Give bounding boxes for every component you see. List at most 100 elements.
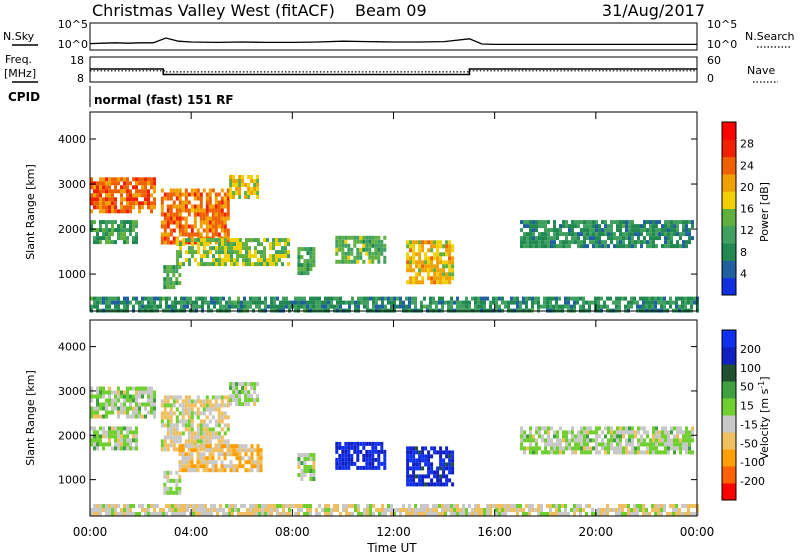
data-cell-r4 <box>209 246 212 251</box>
data-cell-r9 <box>601 220 604 225</box>
data-cell-r8 <box>430 470 434 475</box>
data-cell-r1 <box>111 430 114 435</box>
data-cell-r8 <box>448 260 452 265</box>
data-cell-r2 <box>217 208 221 213</box>
data-cell-r10 <box>258 304 261 309</box>
data-cell-r10 <box>624 504 627 508</box>
data-cell-r4 <box>188 258 191 263</box>
data-cell-r0 <box>105 406 108 411</box>
data-cell-r7 <box>335 259 339 264</box>
data-cell-r10 <box>285 512 288 516</box>
data-cell-r10 <box>225 504 228 508</box>
data-cell-r9 <box>541 240 544 245</box>
data-cell-r6 <box>303 453 307 457</box>
data-cell-r10 <box>393 296 396 301</box>
data-cell-r9 <box>673 228 676 233</box>
data-cell-r8 <box>445 280 449 285</box>
data-cell-r9 <box>616 244 619 249</box>
data-cell-r9 <box>631 232 634 237</box>
data-cell-r10 <box>441 300 444 305</box>
data-cell-r4 <box>184 460 188 465</box>
data-cell-r10 <box>681 296 684 301</box>
data-cell-r3 <box>253 386 257 391</box>
data-cell-r9 <box>565 430 568 435</box>
data-cell-r0 <box>126 394 129 399</box>
data-cell-r10 <box>618 300 621 305</box>
data-cell-r10 <box>111 300 114 305</box>
data-cell-r8 <box>433 474 437 479</box>
data-cell-r10 <box>390 304 393 309</box>
data-cell-r2 <box>199 232 203 237</box>
data-cell-r1 <box>114 434 117 439</box>
data-cell-r9 <box>586 224 589 229</box>
data-cell-r10 <box>672 508 675 512</box>
data-cell-r10 <box>501 296 504 301</box>
data-cell-r10 <box>666 300 669 305</box>
data-cell-r9 <box>547 430 550 435</box>
data-cell-r4 <box>284 242 287 247</box>
data-cell-r2 <box>172 204 176 209</box>
data-cell-r9 <box>658 438 661 443</box>
data-cell-r0 <box>144 406 147 411</box>
data-cell-r2 <box>214 216 218 221</box>
data-cell-r4 <box>236 246 239 251</box>
colorbar-swatch <box>722 277 736 296</box>
data-cell-r2 <box>214 435 218 440</box>
data-cell-r0 <box>108 205 111 210</box>
data-cell-r2 <box>190 399 194 404</box>
data-cell-r10 <box>654 512 657 516</box>
data-cell-r4 <box>185 250 188 255</box>
data-cell-r10 <box>474 304 477 309</box>
data-cell-r3 <box>256 394 260 399</box>
data-cell-r9 <box>535 228 538 233</box>
data-cell-r8 <box>436 276 440 281</box>
data-cell-r2 <box>166 196 170 201</box>
data-cell-r10 <box>240 504 243 508</box>
data-cell-r1 <box>132 446 135 451</box>
data-cell-r2 <box>172 439 176 444</box>
data-cell-r2 <box>178 419 182 424</box>
data-cell-r2 <box>193 431 197 436</box>
data-cell-r10 <box>219 508 222 512</box>
data-cell-r10 <box>456 296 459 301</box>
data-cell-r1 <box>126 446 129 451</box>
data-cell-r1 <box>135 236 138 241</box>
data-cell-r2 <box>160 443 164 448</box>
data-cell-r9 <box>595 236 598 241</box>
data-cell-r8 <box>421 478 425 483</box>
data-cell-r9 <box>574 236 577 241</box>
data-cell-r9 <box>646 450 649 455</box>
data-cell-r10 <box>207 508 210 512</box>
data-cell-r10 <box>297 512 300 516</box>
data-cell-r10 <box>516 296 519 301</box>
data-cell-r1 <box>120 446 123 451</box>
data-cell-r9 <box>616 220 619 225</box>
data-cell-r4 <box>217 444 221 449</box>
data-cell-r2 <box>184 216 188 221</box>
data-cell-r10 <box>222 512 225 516</box>
data-cell-r10 <box>99 296 102 301</box>
data-cell-r9 <box>553 442 556 447</box>
data-cell-r8 <box>442 458 446 463</box>
data-cell-r9 <box>673 442 676 447</box>
data-cell-r2 <box>217 395 221 400</box>
data-cell-r4 <box>241 456 245 461</box>
data-cell-r4 <box>202 444 206 449</box>
data-cell-r4 <box>178 464 182 469</box>
data-cell-r10 <box>297 504 300 508</box>
data-cell-r10 <box>372 512 375 516</box>
data-cell-r10 <box>465 300 468 305</box>
data-cell-r2 <box>193 403 197 408</box>
data-cell-r2 <box>163 411 167 416</box>
data-cell-r1 <box>123 224 126 229</box>
data-cell-r10 <box>687 296 690 301</box>
data-cell-r1 <box>114 438 117 443</box>
data-cell-r0 <box>153 390 156 395</box>
data-cell-r1 <box>135 224 138 229</box>
data-cell-r0 <box>102 201 105 206</box>
data-cell-r3 <box>247 402 251 407</box>
data-cell-r10 <box>579 304 582 309</box>
data-cell-r10 <box>660 304 663 309</box>
data-cell-r10 <box>96 296 99 301</box>
data-cell-r0 <box>135 201 138 206</box>
